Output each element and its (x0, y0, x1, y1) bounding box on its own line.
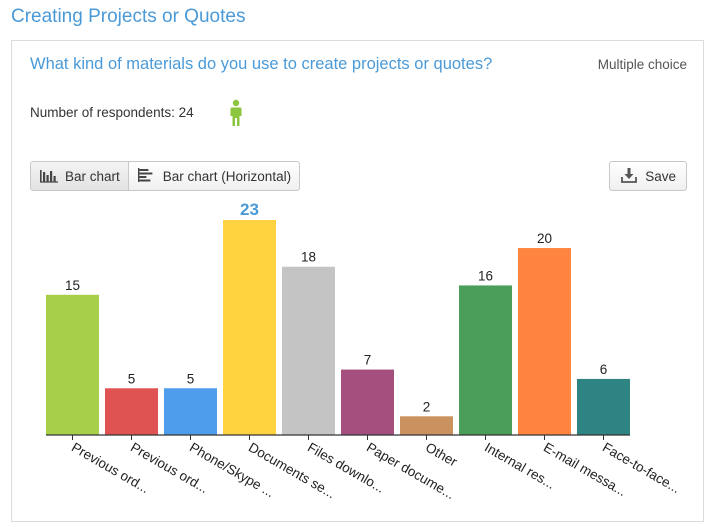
bar-chart-horizontal-button[interactable]: Bar chart (Horizontal) (127, 162, 299, 190)
question-type: Multiple choice (597, 57, 687, 72)
chart-view-toggle: Bar chart Bar chart (Horizontal) (30, 161, 301, 191)
bar-chart-icon (39, 167, 59, 186)
bar-chart-horizontal-label: Bar chart (Horizontal) (162, 168, 292, 184)
question-title: What kind of materials do you use to cre… (30, 55, 493, 73)
bar-chart-button[interactable]: Bar chart (31, 162, 128, 190)
data-label: 5 (128, 371, 136, 386)
data-label: 7 (364, 353, 372, 368)
data-label: 23 (240, 200, 259, 219)
section-title: Creating Projects or Quotes (11, 6, 246, 27)
question-panel: What kind of materials do you use to cre… (11, 40, 704, 522)
bar-10[interactable] (577, 378, 630, 435)
person-icon (230, 99, 242, 132)
bar-5[interactable] (282, 266, 335, 435)
data-label: 18 (301, 250, 316, 265)
bar-4[interactable] (223, 220, 276, 435)
horizontal-bar-chart-icon (137, 167, 157, 186)
bar-9[interactable] (518, 248, 571, 435)
data-label: 5 (187, 371, 195, 386)
data-label: 2 (423, 399, 431, 414)
data-label: 6 (600, 362, 608, 377)
bar-7[interactable] (400, 416, 453, 435)
save-label: Save (645, 168, 676, 184)
download-icon (620, 166, 638, 187)
data-label: 16 (478, 268, 493, 283)
bar-8[interactable] (459, 285, 512, 435)
category-label: Other (423, 440, 460, 470)
data-label: 20 (537, 231, 552, 246)
bar-chart-label: Bar chart (65, 168, 120, 184)
respondents-count: Number of respondents: 24 (30, 105, 194, 120)
bar-3[interactable] (164, 388, 217, 435)
bar-2[interactable] (105, 388, 158, 435)
save-button[interactable]: Save (609, 161, 687, 191)
bar-6[interactable] (341, 369, 394, 435)
bar-1[interactable] (46, 294, 99, 435)
data-label: 15 (65, 278, 80, 293)
